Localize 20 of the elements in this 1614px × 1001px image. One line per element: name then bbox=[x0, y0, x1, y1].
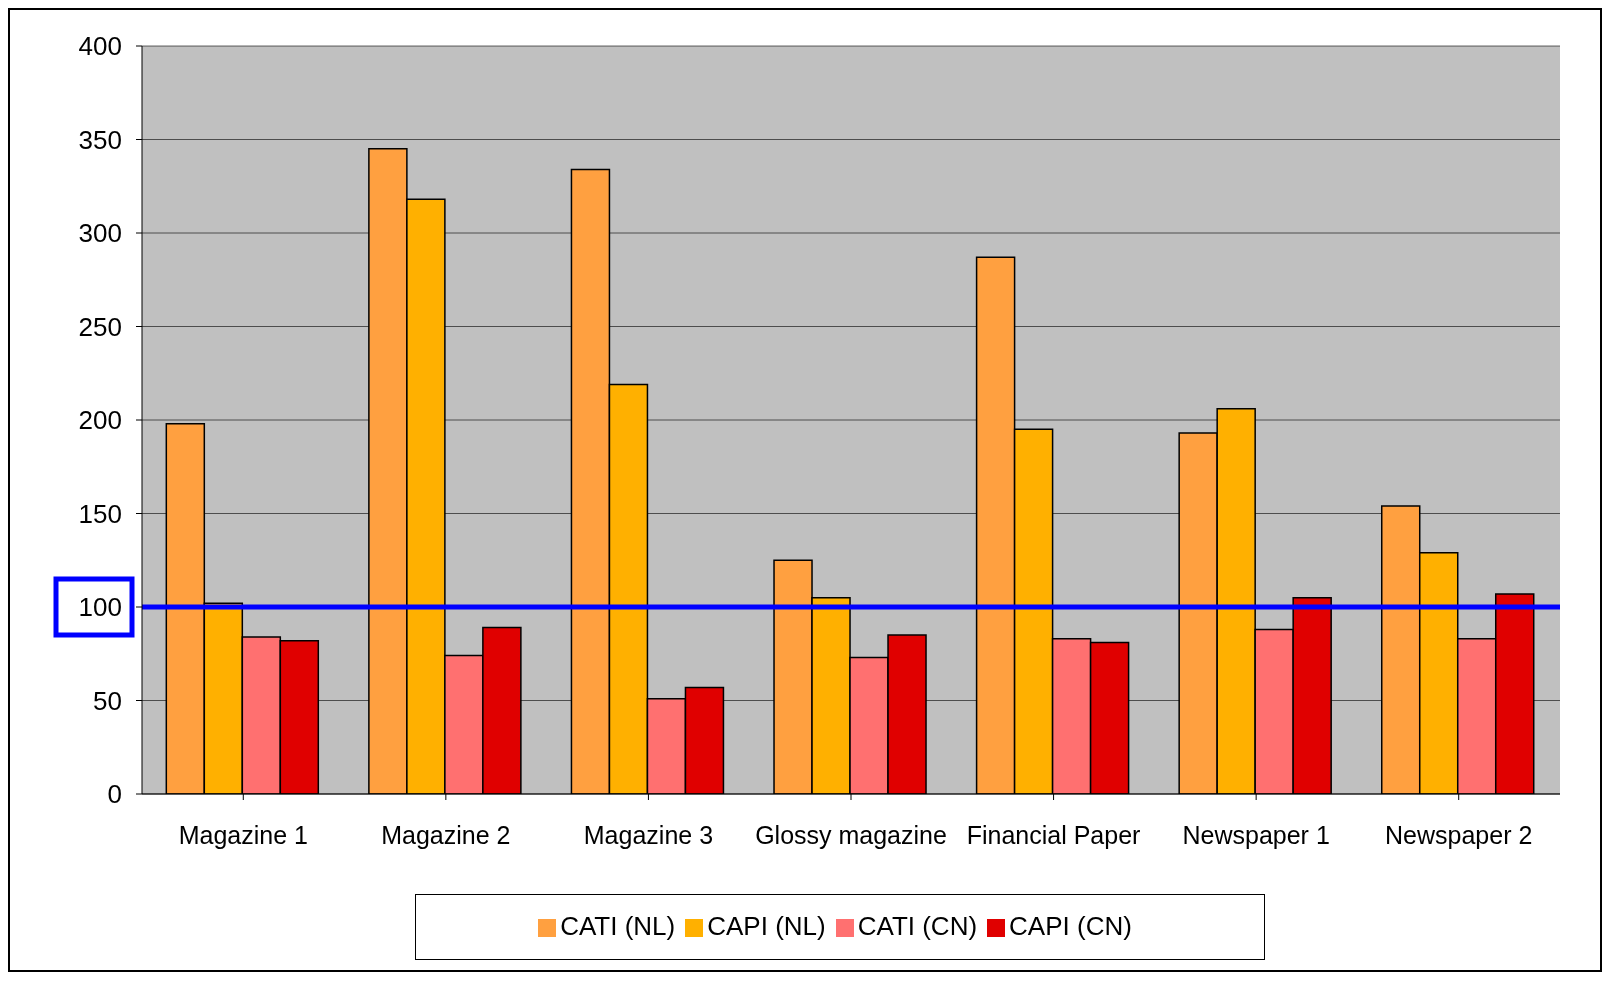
y-tick-label: 250 bbox=[78, 311, 122, 342]
legend-label: CATI (CN) bbox=[857, 911, 978, 941]
x-tick-label: Magazine 3 bbox=[583, 820, 714, 849]
y-tick-label: 300 bbox=[78, 218, 122, 249]
x-tick-label: Financial Paper bbox=[966, 820, 1141, 849]
y-tick-label: 150 bbox=[78, 498, 122, 529]
y-tick-label: 200 bbox=[78, 405, 122, 436]
x-tick-label: Newspaper 2 bbox=[1385, 820, 1533, 849]
legend-label: CAPI (CN) bbox=[1009, 911, 1132, 941]
y-tick-label: 400 bbox=[78, 31, 122, 62]
x-tick-label: Glossy magazine bbox=[755, 820, 947, 849]
y-tick-label: 100 bbox=[78, 592, 122, 623]
y-tick-label: 350 bbox=[78, 124, 122, 155]
x-tick-label: Magazine 2 bbox=[381, 820, 511, 849]
x-tick-label: Magazine 1 bbox=[178, 820, 308, 849]
y-tick-label: 0 bbox=[107, 779, 122, 810]
x-tick-label: Newspaper 1 bbox=[1182, 820, 1330, 849]
y-tick-label: 50 bbox=[93, 685, 122, 716]
legend-label: CATI (NL) bbox=[560, 911, 676, 941]
legend-label: CAPI (NL) bbox=[707, 911, 826, 941]
